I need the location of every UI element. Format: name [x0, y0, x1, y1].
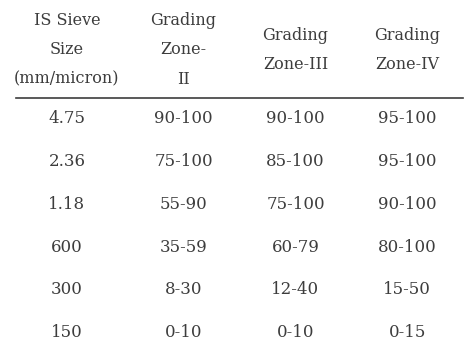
- Text: 75-100: 75-100: [154, 153, 213, 170]
- Text: 75-100: 75-100: [266, 196, 325, 213]
- Text: 90-100: 90-100: [266, 110, 325, 127]
- Text: 1.18: 1.18: [48, 196, 85, 213]
- Text: 150: 150: [51, 324, 83, 341]
- Text: Zone-IV: Zone-IV: [375, 56, 439, 73]
- Text: 90-100: 90-100: [154, 110, 213, 127]
- Text: Zone-III: Zone-III: [263, 56, 328, 73]
- Text: 95-100: 95-100: [378, 110, 437, 127]
- Text: 80-100: 80-100: [378, 239, 437, 256]
- Text: II: II: [177, 71, 190, 88]
- Text: 90-100: 90-100: [378, 196, 437, 213]
- Text: 60-79: 60-79: [272, 239, 319, 256]
- Text: Grading: Grading: [263, 26, 328, 44]
- Text: 35-59: 35-59: [160, 239, 208, 256]
- Text: 4.75: 4.75: [48, 110, 85, 127]
- Text: Zone-: Zone-: [161, 41, 207, 58]
- Text: 95-100: 95-100: [378, 153, 437, 170]
- Text: Grading: Grading: [151, 12, 217, 29]
- Text: 85-100: 85-100: [266, 153, 325, 170]
- Text: 8-30: 8-30: [165, 282, 202, 299]
- Text: Grading: Grading: [374, 26, 440, 44]
- Text: 0-15: 0-15: [389, 324, 426, 341]
- Text: 0-10: 0-10: [277, 324, 314, 341]
- Text: (mm/micron): (mm/micron): [14, 71, 120, 88]
- Text: Size: Size: [50, 41, 84, 58]
- Text: 0-10: 0-10: [165, 324, 202, 341]
- Text: 600: 600: [51, 239, 83, 256]
- Text: 55-90: 55-90: [160, 196, 208, 213]
- Text: 300: 300: [51, 282, 83, 299]
- Text: 12-40: 12-40: [272, 282, 319, 299]
- Text: 2.36: 2.36: [48, 153, 85, 170]
- Text: 15-50: 15-50: [383, 282, 431, 299]
- Text: IS Sieve: IS Sieve: [34, 12, 100, 29]
